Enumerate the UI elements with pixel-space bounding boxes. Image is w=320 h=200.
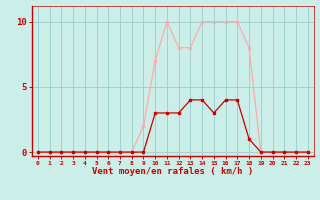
X-axis label: Vent moyen/en rafales ( km/h ): Vent moyen/en rafales ( km/h ): [92, 167, 253, 176]
